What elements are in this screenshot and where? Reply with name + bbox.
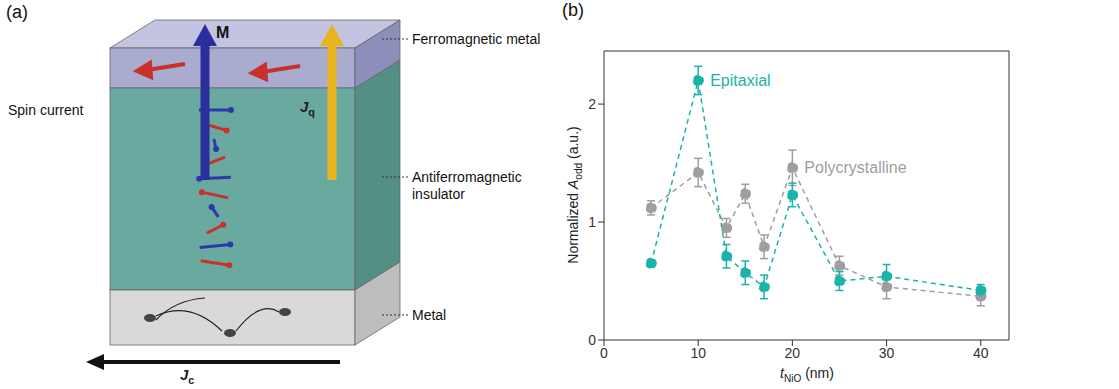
svg-text:0: 0 xyxy=(588,332,596,348)
svg-text:Spin current: Spin current xyxy=(8,102,84,118)
svg-text:30: 30 xyxy=(879,345,895,361)
svg-text:(b): (b) xyxy=(562,0,584,20)
svg-text:Jq: Jq xyxy=(300,98,315,118)
svg-text:Jc: Jc xyxy=(180,366,194,386)
svg-text:20: 20 xyxy=(785,345,801,361)
svg-text:tNiO (nm): tNiO (nm) xyxy=(780,365,834,384)
svg-text:Ferromagnetic metal: Ferromagnetic metal xyxy=(412,31,540,47)
svg-text:0: 0 xyxy=(600,345,608,361)
svg-text:10: 10 xyxy=(690,345,706,361)
svg-text:2: 2 xyxy=(588,96,596,112)
svg-text:1: 1 xyxy=(588,214,596,230)
svg-text:Normalized Aodd (a.u.): Normalized Aodd (a.u.) xyxy=(565,126,584,263)
svg-text:Epitaxial: Epitaxial xyxy=(710,72,770,89)
svg-text:Metal: Metal xyxy=(412,307,446,323)
svg-text:Polycrystalline: Polycrystalline xyxy=(804,159,906,176)
svg-text:(a): (a) xyxy=(6,2,28,22)
svg-text:M: M xyxy=(216,24,229,41)
svg-text:40: 40 xyxy=(973,345,989,361)
svg-text:Antiferromagneticinsulator: Antiferromagneticinsulator xyxy=(412,169,522,202)
